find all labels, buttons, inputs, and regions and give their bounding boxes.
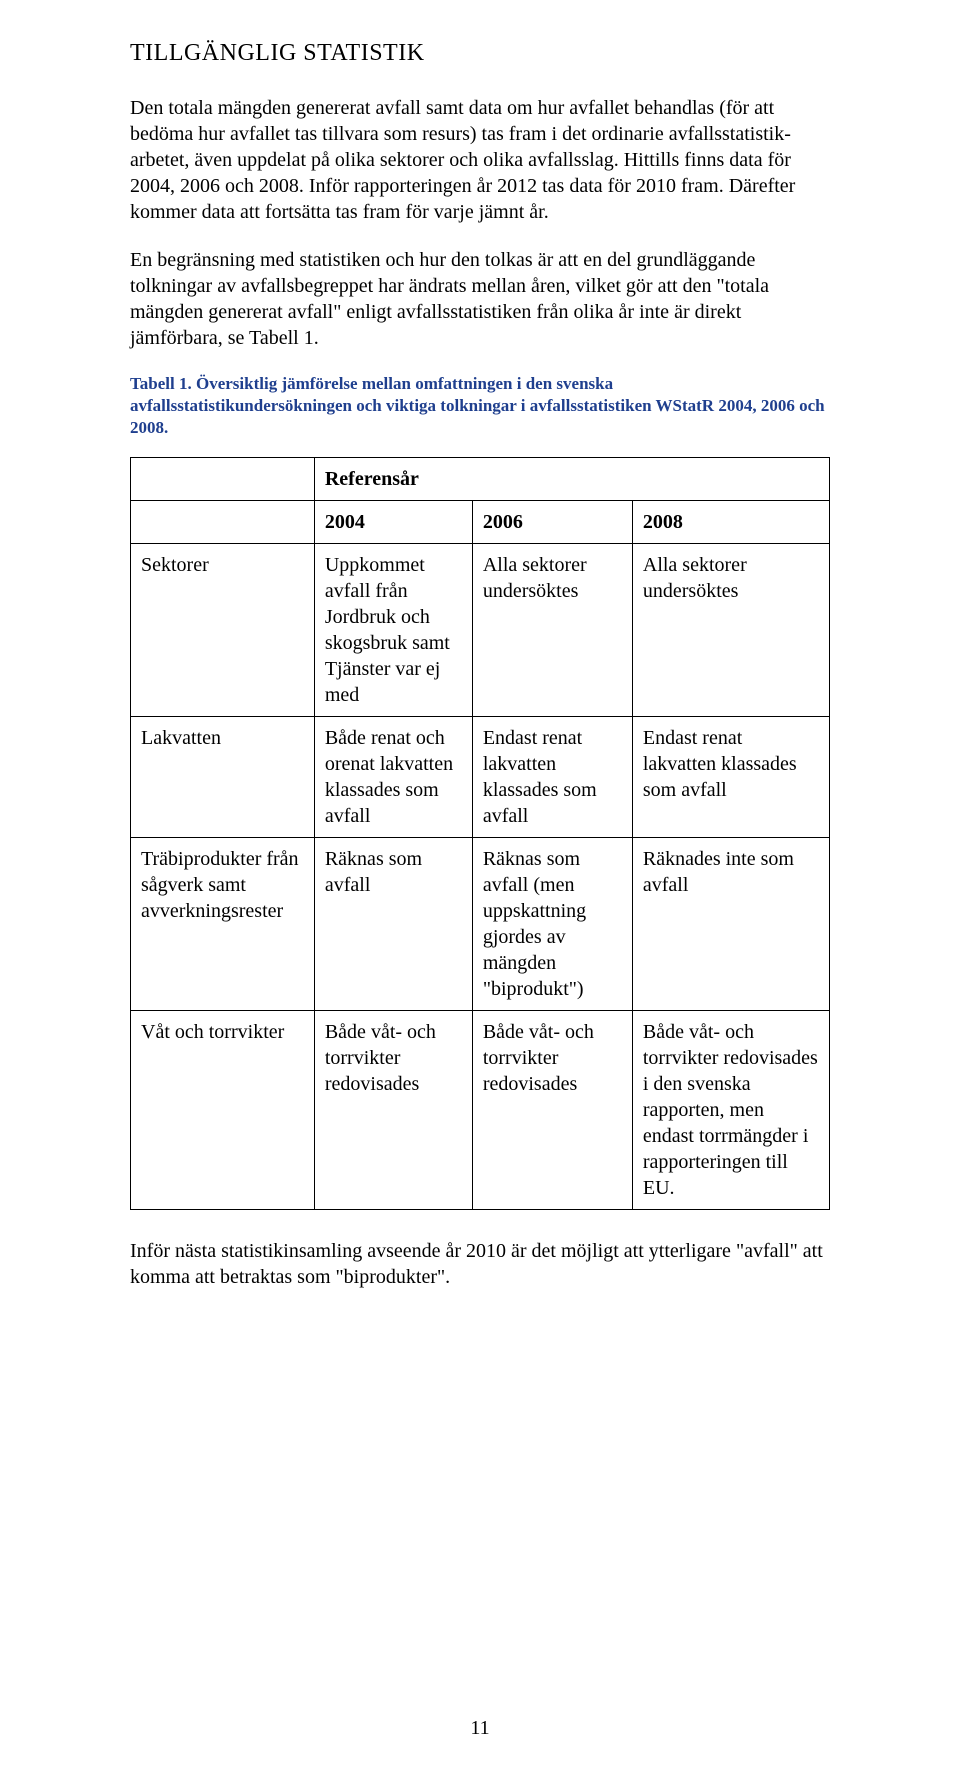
table-header-year-2004: 2004 (314, 501, 472, 544)
table-row: Träbiprodukter från sågverk samt avverkn… (131, 838, 830, 1011)
table-cell: Alla sektorer undersöktes (632, 544, 829, 717)
paragraph-2: En begränsning med statistiken och hur d… (130, 247, 830, 351)
page: TILLGÄNGLIG STATISTIK Den totala mängden… (0, 0, 960, 1770)
table-cell: Endast renat lakvatten klassades som avf… (632, 717, 829, 838)
table-caption: Tabell 1. Översiktlig jämförelse mellan … (130, 373, 830, 439)
table-row: Lakvatten Både renat och orenat lakvatte… (131, 717, 830, 838)
table-cell: Både renat och orenat lakvatten klassade… (314, 717, 472, 838)
table-cell: Endast renat lakvatten klassades som avf… (472, 717, 632, 838)
table-header-referensar: Referensår (314, 458, 829, 501)
table-row: Våt och torrvikter Både våt- och torrvik… (131, 1011, 830, 1210)
table-row-label: Lakvatten (131, 717, 315, 838)
table-cell: Uppkommet avfall från Jordbruk och skogs… (314, 544, 472, 717)
paragraph-after-table: Inför nästa statistikinsamling avseende … (130, 1238, 830, 1290)
table-row-years: 2004 2006 2008 (131, 501, 830, 544)
table-row: Sektorer Uppkommet avfall från Jordbruk … (131, 544, 830, 717)
table-cell: Räknas som avfall (men uppskattning gjor… (472, 838, 632, 1011)
table-cell-empty (131, 458, 315, 501)
table-header-year-2008: 2008 (632, 501, 829, 544)
table-cell: Både våt- och torrvikter redovisades (314, 1011, 472, 1210)
page-number: 11 (0, 1717, 960, 1740)
paragraph-1: Den totala mängden genererat avfall samt… (130, 95, 830, 225)
comparison-table: Referensår 2004 2006 2008 Sektorer Uppko… (130, 457, 830, 1210)
table-row-label: Träbiprodukter från sågverk samt avverkn… (131, 838, 315, 1011)
table-cell: Räknas som avfall (314, 838, 472, 1011)
table-row-label: Sektorer (131, 544, 315, 717)
table-row-label: Våt och torrvikter (131, 1011, 315, 1210)
table-cell: Både våt- och torrvikter redovisades (472, 1011, 632, 1210)
table-cell: Räknades inte som avfall (632, 838, 829, 1011)
table-header-year-2006: 2006 (472, 501, 632, 544)
table-row-header-ref: Referensår (131, 458, 830, 501)
section-heading: TILLGÄNGLIG STATISTIK (130, 40, 830, 67)
table-cell: Både våt- och torrvikter redovisades i d… (632, 1011, 829, 1210)
table-cell: Alla sektorer undersöktes (472, 544, 632, 717)
table-cell-empty (131, 501, 315, 544)
